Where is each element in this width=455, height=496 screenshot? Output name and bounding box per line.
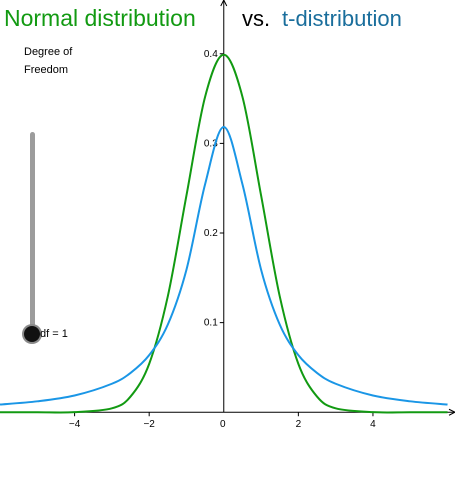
x-axis-arrow xyxy=(448,408,455,416)
slider-caption-line1: Degree of xyxy=(24,46,73,58)
df-slider-track[interactable] xyxy=(30,132,35,335)
y-axis-arrow xyxy=(220,0,228,7)
df-slider-value-label: df = 1 xyxy=(40,328,68,340)
title-normal-distribution: Normal distribution xyxy=(4,5,196,31)
slider-caption: Degree of Freedom xyxy=(24,43,104,79)
title-t-distribution: t-distribution xyxy=(282,6,402,31)
y-tick-label: 0.1 xyxy=(204,318,218,329)
x-tick-label: −2 xyxy=(143,419,155,430)
df-slider-handle[interactable] xyxy=(24,326,40,342)
x-tick-label: 2 xyxy=(296,419,302,430)
normal-distribution-curve xyxy=(0,53,448,414)
x-tick-label: 0 xyxy=(220,419,226,430)
y-tick-label: 0.3 xyxy=(204,138,218,149)
t-distribution-curve xyxy=(0,125,448,406)
title-vs: vs. xyxy=(242,6,271,31)
y-tick-label: 0.2 xyxy=(204,228,218,239)
x-tick-label: −4 xyxy=(69,419,81,430)
slider-caption-line2: Freedom xyxy=(24,64,69,76)
y-tick-label: 0.4 xyxy=(204,49,218,60)
tick-labels: −4 −2 0 2 4 0.1 0.2 0.3 0.4 xyxy=(69,49,376,430)
x-tick-label: 4 xyxy=(370,419,376,430)
curves xyxy=(0,53,448,414)
